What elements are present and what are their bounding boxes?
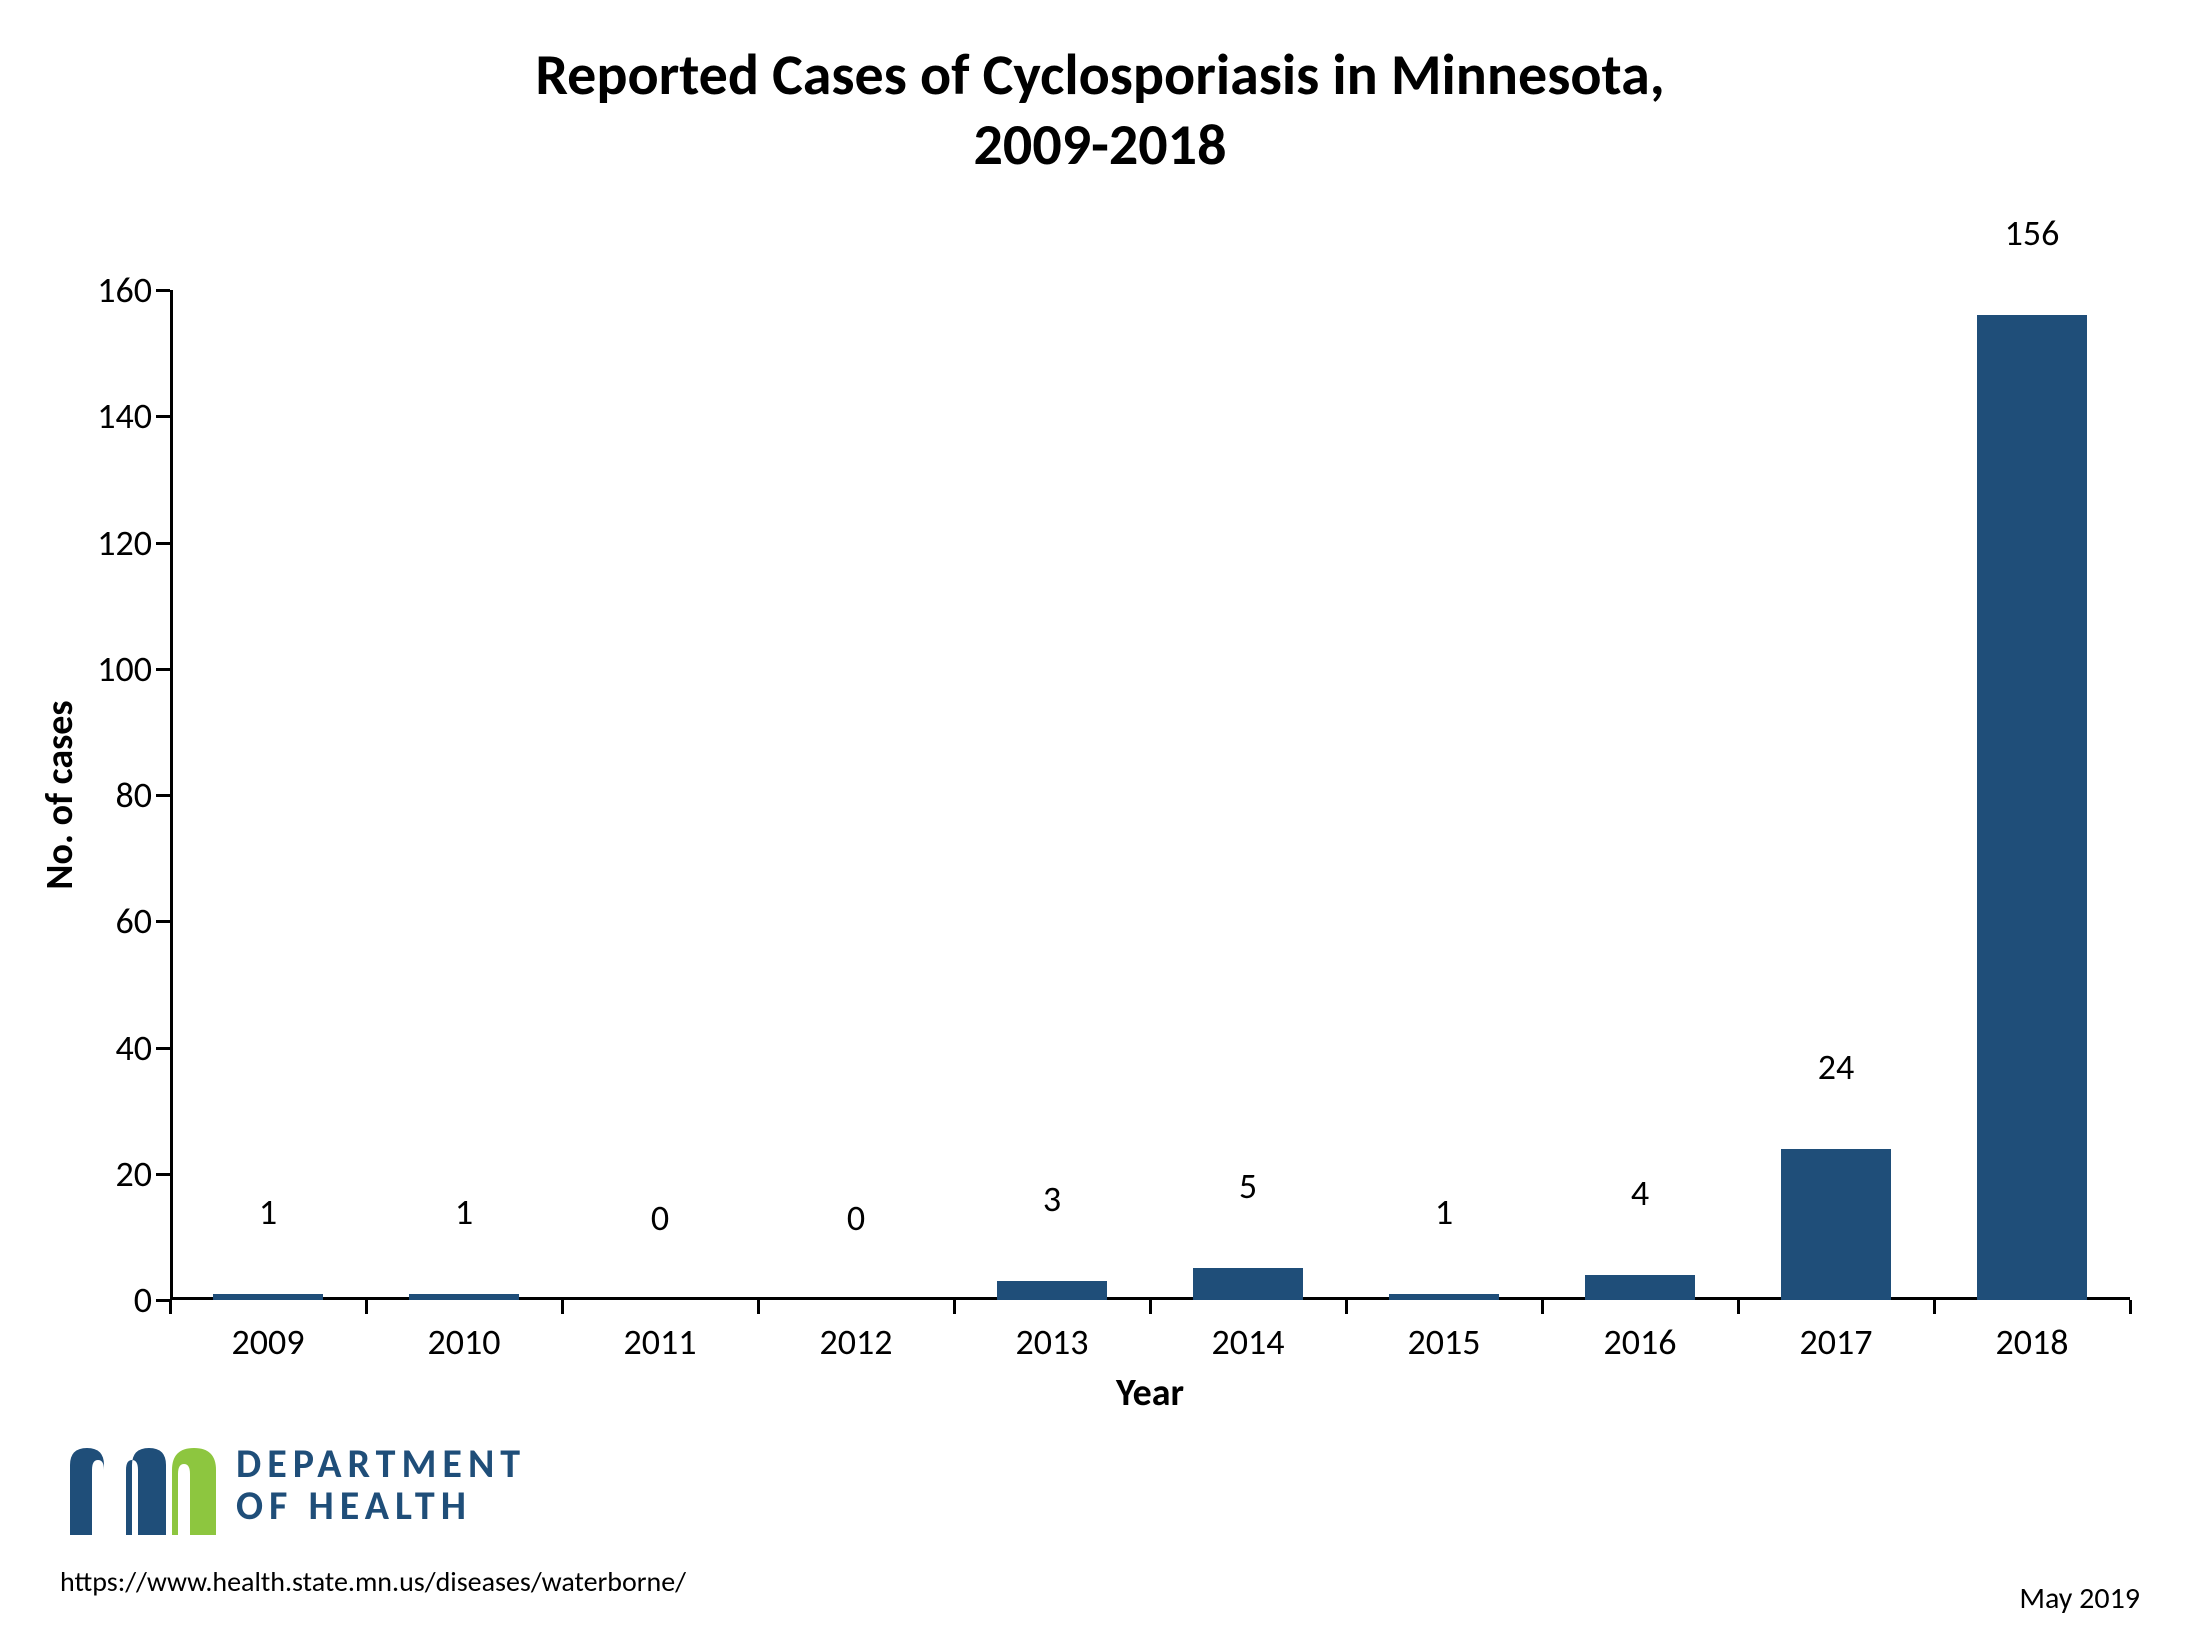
mdh-logo: DEPARTMENT OF HEALTH (60, 1430, 526, 1540)
x-category-label: 2017 (1800, 1300, 1873, 1364)
x-tick-mark (1737, 1300, 1740, 1314)
bar-value-label: 0 (651, 1196, 669, 1248)
bar-value-label: 24 (1818, 1045, 1855, 1097)
y-axis-line (170, 290, 173, 1300)
bar-value-label: 156 (2005, 211, 2060, 263)
x-category-label: 2015 (1408, 1300, 1481, 1364)
bar (1781, 1149, 1891, 1301)
y-axis-label: No. of cases (37, 700, 83, 889)
chart-title: Reported Cases of Cyclosporiasis in Minn… (0, 0, 2200, 179)
bar-value-label: 1 (259, 1190, 277, 1242)
x-category-label: 2009 (232, 1300, 305, 1364)
mdh-logo-text: DEPARTMENT OF HEALTH (236, 1443, 526, 1527)
x-tick-mark (953, 1300, 956, 1314)
bar-value-label: 3 (1043, 1177, 1061, 1229)
x-category-label: 2011 (624, 1300, 697, 1364)
bar (1193, 1268, 1303, 1300)
y-tick-mark (156, 1173, 170, 1176)
x-category-label: 2014 (1212, 1300, 1285, 1364)
x-category-label: 2013 (1016, 1300, 1089, 1364)
bar-value-label: 5 (1239, 1164, 1257, 1216)
x-tick-mark (1541, 1300, 1544, 1314)
y-tick-mark (156, 920, 170, 923)
x-tick-mark (1345, 1300, 1348, 1314)
source-url: https://www.health.state.mn.us/diseases/… (60, 1564, 686, 1599)
bar (997, 1281, 1107, 1300)
y-tick-mark (156, 542, 170, 545)
logo-text-line1: DEPARTMENT (236, 1443, 526, 1485)
x-category-label: 2018 (1996, 1300, 2069, 1364)
x-tick-mark (1149, 1300, 1152, 1314)
y-tick-mark (156, 1299, 170, 1302)
bar (1977, 315, 2087, 1300)
x-tick-mark (365, 1300, 368, 1314)
bar-value-label: 0 (847, 1196, 865, 1248)
bar-value-label: 4 (1631, 1171, 1649, 1223)
plot-area: 0204060801001201401601200912010020110201… (170, 290, 2130, 1300)
chart-title-line2: 2009-2018 (0, 110, 2200, 180)
y-tick-mark (156, 668, 170, 671)
y-tick-mark (156, 794, 170, 797)
bar (1585, 1275, 1695, 1300)
x-axis-label: Year (1116, 1370, 1184, 1416)
y-tick-mark (156, 289, 170, 292)
x-tick-mark (1933, 1300, 1936, 1314)
chart-area: 0204060801001201401601200912010020110201… (170, 290, 2130, 1300)
y-tick-mark (156, 1047, 170, 1050)
bar-value-label: 1 (455, 1190, 473, 1242)
x-category-label: 2016 (1604, 1300, 1677, 1364)
publication-date: May 2019 (2019, 1580, 2140, 1617)
y-tick-mark (156, 415, 170, 418)
x-tick-mark (169, 1300, 172, 1314)
x-tick-mark (561, 1300, 564, 1314)
bar-value-label: 1 (1435, 1190, 1453, 1242)
x-category-label: 2010 (428, 1300, 501, 1364)
chart-title-line1: Reported Cases of Cyclosporiasis in Minn… (0, 40, 2200, 110)
x-tick-mark (757, 1300, 760, 1314)
mn-logo-icon (60, 1430, 220, 1540)
x-category-label: 2012 (820, 1300, 893, 1364)
x-tick-mark (2129, 1300, 2132, 1314)
logo-text-line2: OF HEALTH (236, 1485, 526, 1527)
